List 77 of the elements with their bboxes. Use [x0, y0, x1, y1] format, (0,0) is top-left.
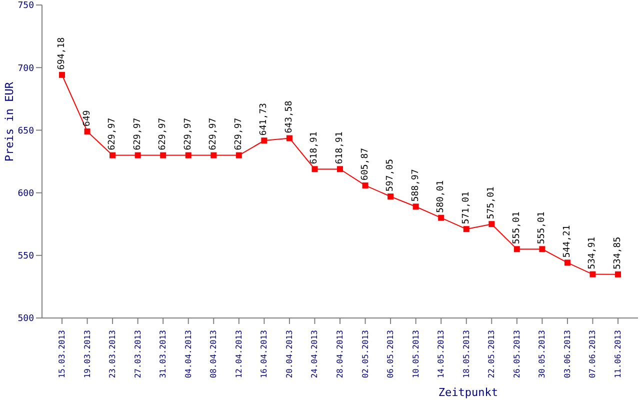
data-label: 629,97	[108, 118, 118, 150]
point	[160, 152, 166, 158]
x-tick-label: 26.05.2013	[512, 330, 522, 378]
point	[463, 226, 470, 232]
point	[412, 204, 419, 210]
x-tick-label: 04.04.2013	[184, 330, 193, 378]
x-tick-label: 28.04.2013	[336, 330, 344, 378]
point	[388, 193, 394, 200]
data-label: 649	[82, 110, 92, 126]
point	[362, 182, 368, 188]
point	[84, 128, 90, 134]
data-label: 629,97	[132, 118, 143, 150]
data-label: 694,18	[57, 37, 67, 70]
data-label: 571,01	[461, 192, 472, 224]
data-label: 588,97	[410, 169, 421, 202]
x-tick-label: 27.03.2013	[133, 330, 142, 378]
point	[590, 271, 596, 278]
x-tick-label: 10.05.2013	[411, 330, 420, 378]
y-tick-label: 700	[18, 64, 34, 74]
data-label: 534,85	[613, 236, 623, 270]
data-label: 618,91	[335, 132, 345, 164]
data-label: 629,97	[183, 118, 194, 150]
x-tick-label: 30.05.2013	[538, 330, 547, 378]
y-tick-label: 600	[18, 188, 34, 199]
point	[59, 72, 65, 78]
x-tick-label: 16.04.2013	[260, 330, 269, 378]
x-tick-label: 31.03.2013	[158, 330, 168, 378]
y-tick-label: 550	[18, 252, 34, 262]
x-tick-label: 14.05.2013	[436, 330, 446, 378]
x-tick-label: 02.05.2013	[360, 330, 370, 378]
x-tick-label: 07.06.2013	[588, 330, 598, 378]
x-axis-title: Zeitpunkt	[438, 386, 498, 399]
data-label: 534,91	[588, 236, 598, 270]
data-label: 618,91	[310, 132, 320, 164]
x-tick-label: 12.04.2013	[234, 330, 244, 378]
point	[286, 135, 292, 142]
point	[539, 246, 546, 252]
point	[615, 271, 621, 278]
point	[110, 152, 116, 158]
point	[564, 260, 570, 266]
point	[134, 152, 141, 158]
x-tick-label: 18.05.2013	[462, 330, 471, 378]
point	[210, 152, 217, 158]
point	[337, 166, 343, 172]
x-tick-label: 23.03.2013	[108, 330, 118, 378]
data-label: 575,01	[486, 186, 497, 220]
data-label: 629,97	[208, 118, 219, 150]
point	[312, 166, 318, 172]
point	[236, 152, 242, 158]
data-label: 544,21	[562, 225, 572, 258]
x-tick-label: 19.03.2013	[82, 330, 92, 378]
point	[261, 138, 268, 144]
point	[185, 152, 192, 158]
x-tick-label: 06.05.2013	[386, 330, 396, 378]
data-label: 555,01	[537, 212, 548, 244]
x-tick-label: 11.06.2013	[614, 330, 622, 378]
data-label: 597,05	[386, 158, 396, 192]
y-tick-label: 500	[18, 314, 34, 324]
x-tick-label: 03.06.2013	[562, 330, 572, 378]
data-label: 555,01	[512, 212, 522, 244]
y-tick-label: 750	[18, 1, 34, 12]
data-label: 580,01	[436, 180, 446, 213]
x-tick-label: 22.05.2013	[487, 330, 496, 378]
point	[488, 221, 495, 228]
x-tick-label: 08.04.2013	[209, 330, 218, 378]
data-label: 629,97	[158, 118, 168, 150]
data-label: 629,97	[234, 118, 244, 150]
point	[514, 246, 520, 252]
y-tick-label: 650	[18, 126, 34, 136]
data-label: 641,73	[259, 103, 270, 136]
y-axis-title: Preis in EUR	[2, 82, 16, 162]
x-tick-label: 24.04.2013	[310, 330, 320, 378]
data-label: 605,87	[360, 148, 370, 180]
point	[438, 214, 444, 221]
x-tick-label: 15.03.2013	[58, 330, 66, 378]
x-tick-label: 20.04.2013	[284, 330, 294, 378]
data-label: 643,58	[284, 100, 294, 134]
